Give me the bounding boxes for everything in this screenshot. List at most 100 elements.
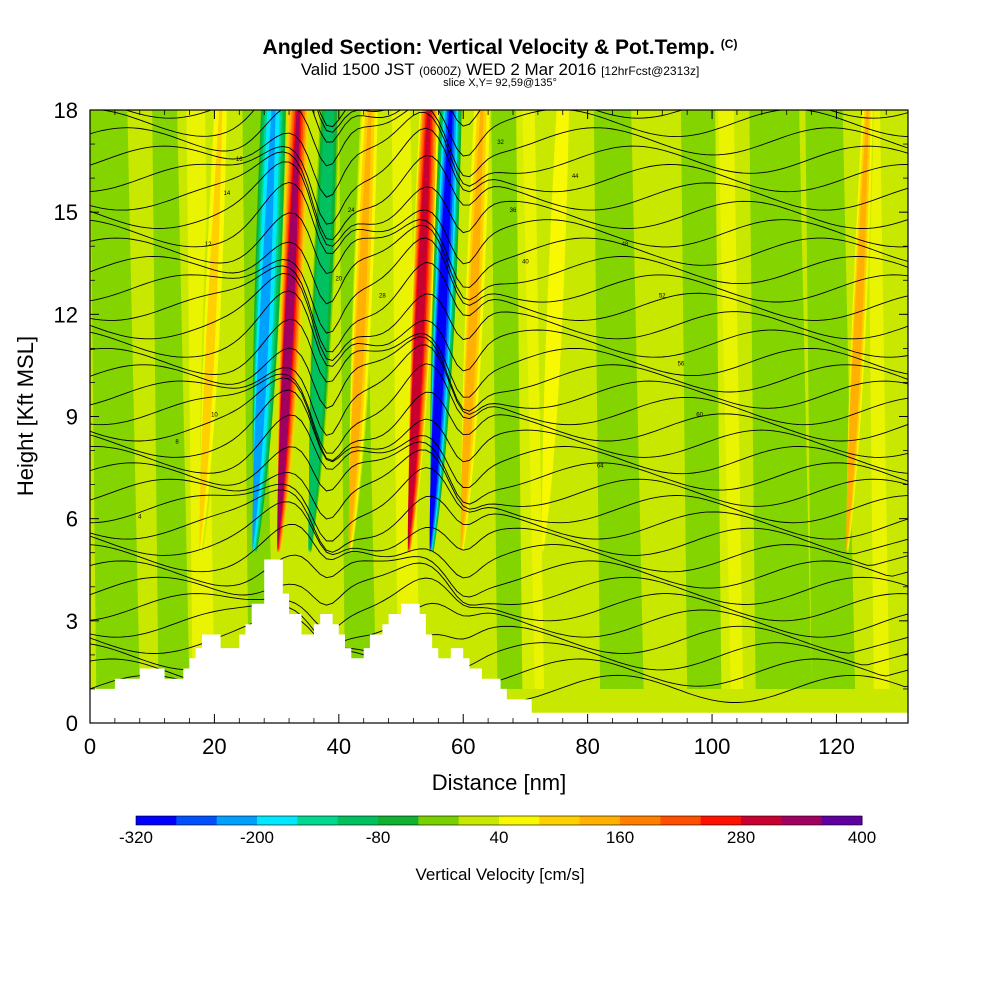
- contour-label: 20: [335, 276, 342, 282]
- theta-contour-line: [90, 523, 908, 579]
- colorbar-swatch: [337, 816, 379, 825]
- contour-label: 14: [224, 191, 231, 197]
- colorbar-frame: [135, 815, 863, 826]
- theta-contour-line: [90, 344, 908, 436]
- theta-contour-line: [90, 151, 908, 241]
- y-tick-label: 15: [54, 200, 78, 225]
- theta-contour-line: [90, 602, 908, 645]
- y-tick-label: 18: [54, 98, 78, 123]
- colorbar-tick-label: 40: [490, 828, 509, 847]
- colorbar-swatch: [418, 816, 460, 825]
- theta-contour-line: [90, 449, 908, 520]
- y-tick-label: 0: [66, 711, 78, 736]
- green-region: [90, 110, 140, 689]
- colorbar-swatch: [216, 816, 258, 825]
- x-tick-label: 100: [694, 734, 731, 759]
- theta-contour-line: [90, 261, 908, 353]
- theta-contour-line: [90, 161, 908, 247]
- contour-label: 44: [572, 174, 579, 180]
- x-tick-label: 40: [327, 734, 351, 759]
- colorbar-swatch: [176, 816, 218, 825]
- colorbar-swatch: [297, 816, 339, 825]
- colorbar-swatch: [781, 816, 823, 825]
- contour-label: 60: [696, 413, 703, 419]
- x-tick-label: 80: [575, 734, 599, 759]
- colorbar-tick-label: -320: [119, 828, 153, 847]
- colorbar-swatch: [660, 816, 702, 825]
- colorbar-swatch: [700, 816, 742, 825]
- contour-label: 52: [659, 293, 666, 299]
- colorbar-swatch: [257, 816, 298, 825]
- updraft-band: [846, 110, 869, 553]
- theta-contour-line: [90, 614, 908, 654]
- slice-label: slice X,Y= 92,59@135°: [443, 77, 557, 89]
- colorbar-tick-label: -80: [366, 828, 391, 847]
- velocity-field: [90, 110, 908, 723]
- theta-contour-line: [90, 224, 908, 305]
- y-axis-label: Height [Kft MSL]: [13, 336, 38, 496]
- updraft-band: [199, 110, 223, 553]
- colorbar-swatch: [579, 816, 621, 825]
- theta-contour-line: [90, 336, 908, 412]
- contour-label: 28: [379, 293, 386, 299]
- y-tick-label: 12: [54, 302, 78, 327]
- y-tick-label: 3: [66, 609, 78, 634]
- terrain-profile: [90, 559, 908, 723]
- green-region: [152, 110, 190, 689]
- contour-label: 8: [175, 440, 179, 446]
- colorbar-label: Vertical Velocity [cm/s]: [415, 865, 584, 884]
- contour-label: 48: [622, 242, 629, 248]
- theta-contour-line: [90, 290, 908, 372]
- contour-label: 10: [211, 413, 218, 419]
- theta-contour-line: [90, 577, 908, 631]
- x-tick-label: 20: [202, 734, 226, 759]
- theta-contour-line: [90, 111, 908, 198]
- theta-contour-line: [90, 414, 908, 488]
- theta-contour-line: [90, 127, 908, 225]
- theta-contour-line: [90, 377, 908, 462]
- theta-contour-line: [90, 273, 908, 362]
- axis-ticks: 0 20 40 60 80 100 120 0 3 6 9 12 15 18: [54, 98, 908, 759]
- theta-contour-line: [90, 441, 908, 505]
- downdraft-band: [429, 110, 453, 553]
- colorbar-swatch: [539, 816, 581, 825]
- downdraft-band: [308, 110, 332, 553]
- x-tick-label: 0: [84, 734, 96, 759]
- colorbar-tick-label: 160: [606, 828, 634, 847]
- terrain: [90, 559, 908, 723]
- colorbar-swatch: [378, 816, 419, 825]
- green-region: [749, 110, 812, 689]
- chart-title: Angled Section: Vertical Velocity & Pot.…: [262, 36, 738, 59]
- green-region: [593, 110, 644, 689]
- contour-label: 64: [597, 464, 604, 470]
- y-tick-label: 6: [66, 507, 78, 532]
- colorbar: -320 -200 -80 40 160 280 400: [119, 815, 876, 847]
- theta-contour-line: [90, 212, 908, 288]
- weak-updraft-region: [715, 110, 744, 689]
- theta-contour-line: [90, 554, 908, 598]
- contour-label: 24: [348, 208, 355, 214]
- colorbar-swatch: [458, 816, 500, 825]
- updraft-band: [277, 110, 301, 553]
- colorbar-tick-label: 280: [727, 828, 755, 847]
- weak-updraft-region: [867, 110, 890, 689]
- theta-contour-line: [90, 237, 908, 334]
- colorbar-swatch: [620, 816, 661, 825]
- theta-contour-line: [90, 363, 908, 454]
- weak-updraft-region: [516, 110, 545, 689]
- contour-label: 32: [497, 140, 504, 146]
- x-tick-label: 60: [451, 734, 475, 759]
- contour-label: 12: [205, 242, 212, 248]
- contour-label: 4: [138, 515, 142, 521]
- theta-contour-line: [96, 110, 908, 157]
- colorbar-swatch: [821, 816, 863, 825]
- theta-contour-line: [90, 467, 908, 542]
- theta-contour-line: [90, 182, 908, 265]
- downdraft-band: [252, 110, 276, 553]
- y-tick-label: 9: [66, 405, 78, 430]
- colorbar-swatch: [499, 816, 540, 825]
- x-tick-label: 120: [818, 734, 855, 759]
- theta-contour-line: [90, 562, 908, 606]
- theta-contour-line: [90, 318, 908, 398]
